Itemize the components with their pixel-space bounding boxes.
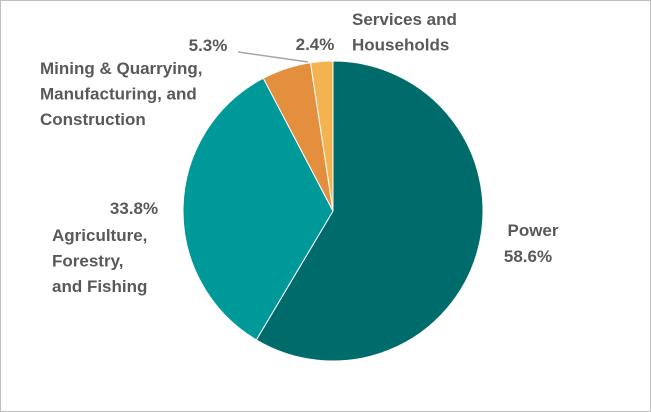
- value-label: 5.3%: [189, 36, 228, 55]
- category-label: Mining & Quarrying, Manufacturing, and Con…: [40, 59, 202, 129]
- category-label: Agriculture, Forestry, and Fishing: [52, 226, 147, 296]
- category-label: Services and Households: [352, 10, 457, 55]
- pie-slice: [182, 77, 334, 341]
- value-label: 58.6%: [504, 247, 552, 266]
- leader-line: [237, 51, 309, 63]
- pie-slice: [309, 60, 334, 212]
- pie-slice: [255, 60, 484, 362]
- value-label: 33.8%: [110, 199, 158, 218]
- category-label: Power: [507, 221, 558, 240]
- value-label: 2.4%: [296, 35, 335, 54]
